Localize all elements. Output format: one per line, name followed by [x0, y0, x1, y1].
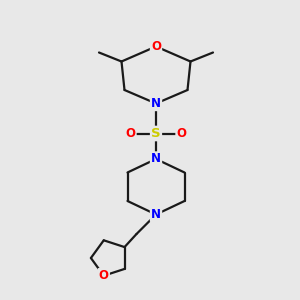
Text: S: S	[151, 127, 161, 140]
Text: N: N	[151, 208, 161, 221]
Text: N: N	[151, 152, 161, 166]
Text: O: O	[125, 127, 136, 140]
Text: O: O	[176, 127, 187, 140]
Text: O: O	[99, 269, 109, 282]
Text: N: N	[151, 97, 161, 110]
Text: O: O	[151, 40, 161, 53]
